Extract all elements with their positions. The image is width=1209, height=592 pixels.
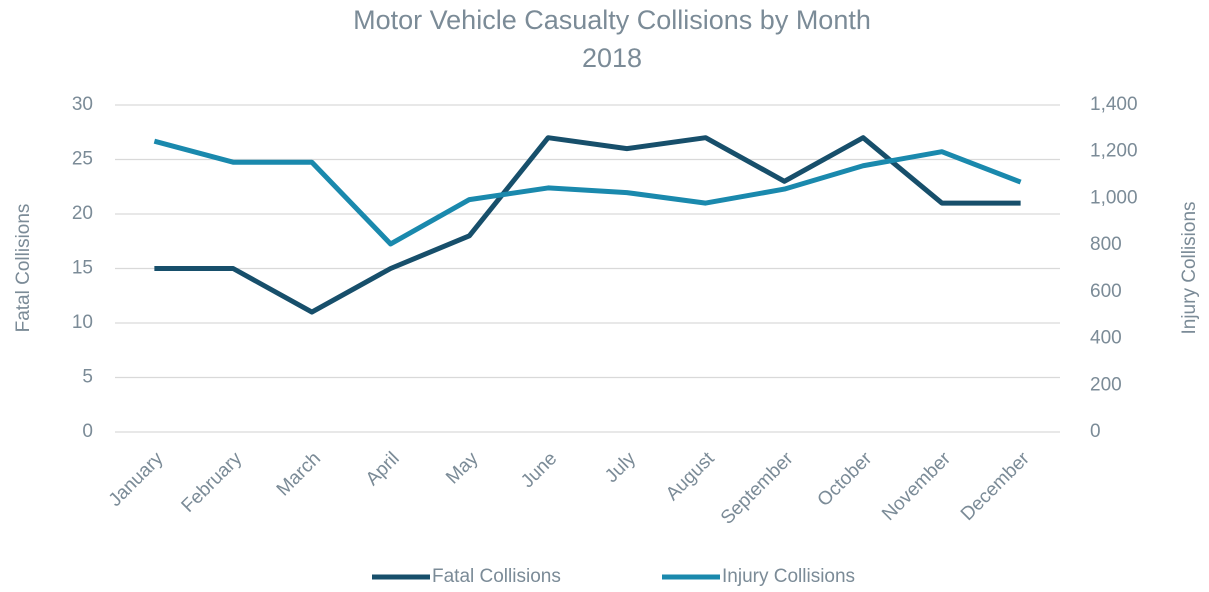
x-tick-label: September [717, 448, 798, 529]
x-tick-label: June [517, 448, 561, 492]
x-tick-label: August [662, 448, 719, 505]
y-tick-label: 15 [72, 258, 93, 279]
y2-tick-label: 1,400 [1090, 94, 1138, 115]
y2-tick-label: 800 [1090, 234, 1122, 255]
legend-label: Injury Collisions [722, 566, 855, 587]
y2-axis-label: Injury Collisions [1179, 201, 1200, 334]
x-tick-label: October [814, 448, 877, 511]
x-tick-label: May [442, 448, 483, 489]
y2-tick-label: 0 [1090, 421, 1101, 442]
x-tick-label: July [601, 448, 640, 487]
y2-tick-label: 1,000 [1090, 187, 1138, 208]
x-tick-label: February [178, 448, 247, 517]
y-tick-label: 25 [72, 149, 93, 170]
y-tick-label: 10 [72, 312, 93, 333]
legend-label: Fatal Collisions [432, 566, 561, 587]
y2-tick-label: 400 [1090, 328, 1122, 349]
y2-tick-label: 600 [1090, 281, 1122, 302]
y-tick-label: 0 [82, 421, 93, 442]
x-tick-label: November [878, 448, 955, 525]
chart-subtitle: 2018 [582, 43, 642, 73]
x-tick-label: April [362, 448, 404, 490]
y-tick-label: 20 [72, 203, 93, 224]
y-axis-label: Fatal Collisions [13, 204, 34, 333]
y-tick-label: 5 [82, 367, 93, 388]
chart-title: Motor Vehicle Casualty Collisions by Mon… [353, 5, 871, 35]
y-tick-label: 30 [72, 94, 93, 115]
line-series [153, 138, 1022, 247]
y2-tick-label: 1,200 [1090, 141, 1138, 162]
x-tick-label: December [957, 448, 1034, 525]
x-tick-label: March [273, 448, 325, 500]
line-series [154, 135, 1021, 315]
y2-tick-label: 200 [1090, 374, 1122, 395]
x-tick-label: January [105, 448, 168, 511]
